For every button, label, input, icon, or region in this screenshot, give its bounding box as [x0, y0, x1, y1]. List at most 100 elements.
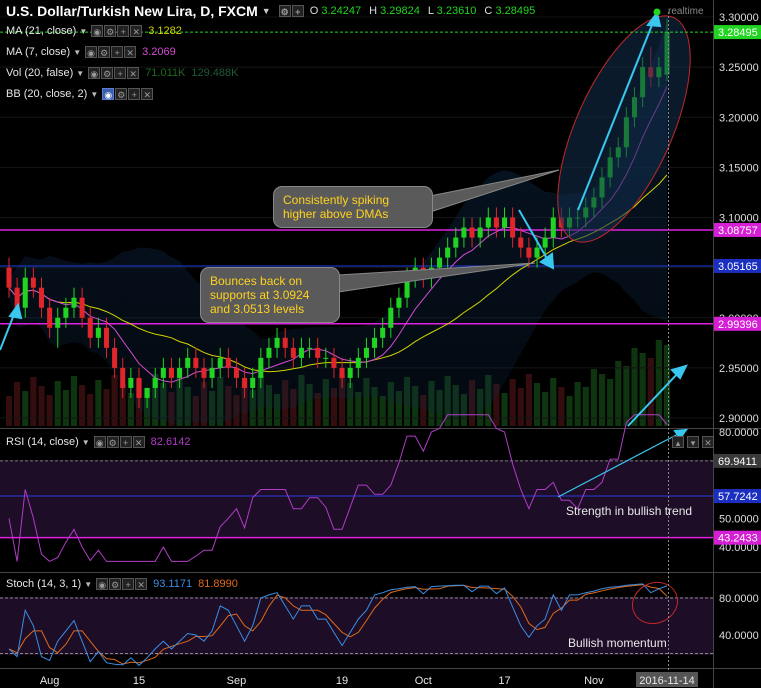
candle-body — [38, 287, 45, 308]
volume-bar — [550, 378, 557, 426]
price-level-label: 3.08757 — [718, 225, 758, 237]
volume-bar — [95, 380, 102, 426]
volume-bar — [46, 395, 53, 426]
arrow-up-icon[interactable]: ▴ — [672, 436, 684, 448]
price-tick-label: 3.20000 — [719, 112, 759, 124]
plus-icon[interactable]: + — [114, 67, 127, 79]
arrow-down-icon[interactable]: ▾ — [687, 436, 699, 448]
candle-body — [510, 217, 516, 238]
rsi-level-badge — [714, 489, 761, 504]
candle-body — [128, 377, 134, 388]
rsi-level-label: 57.7242 — [718, 491, 758, 503]
plus-icon[interactable]: + — [111, 46, 124, 58]
legend-bb[interactable]: BB (20, close, 2) ▼ ◉ ⚙ + ✕ — [6, 88, 159, 100]
candle-body — [274, 337, 280, 348]
eye-icon[interactable]: ◉ — [93, 436, 106, 448]
eye-icon[interactable]: ◉ — [88, 67, 101, 79]
chart-title[interactable]: U.S. Dollar/Turkish New Lira, D, FXCM — [6, 3, 258, 19]
arrow-spike — [577, 19, 655, 211]
volume-bar — [631, 348, 638, 426]
eye-icon[interactable]: ◉ — [96, 578, 109, 590]
eye-icon[interactable]: ◉ — [85, 46, 98, 58]
candle-body — [323, 357, 329, 359]
axes: 3.300003.250003.200003.150003.100003.050… — [40, 12, 761, 687]
gear-icon[interactable]: ⚙ — [278, 5, 291, 17]
ohlc-high: H 3.29824 — [369, 5, 420, 17]
stoch-tick-label: 40.0000 — [719, 630, 759, 642]
close-icon[interactable]: ✕ — [135, 578, 148, 590]
volume-bar — [509, 379, 516, 426]
close-icon[interactable]: ✕ — [141, 88, 154, 100]
close-icon[interactable]: ✕ — [132, 436, 145, 448]
volume-bar — [590, 369, 597, 426]
candle-body — [404, 277, 410, 298]
callout-bounce: Bounces back on supports at 3.0924 and 3… — [200, 267, 340, 323]
chevron-down-icon[interactable]: ▼ — [79, 26, 88, 36]
chevron-down-icon[interactable]: ▼ — [90, 89, 99, 99]
chevron-down-icon[interactable]: ▼ — [84, 579, 93, 589]
candle-body — [347, 367, 353, 378]
time-tick-label: Oct — [415, 675, 432, 687]
candle-body — [282, 337, 288, 348]
stoch-annotation: Bullish momentum — [568, 636, 667, 650]
legend-stoch[interactable]: Stoch (14, 3, 1) ▼ ◉ ⚙ + ✕ 93.1171 81.8990 — [6, 578, 238, 590]
rsi-level-label: 43.2433 — [718, 533, 758, 545]
arrow-dip — [518, 209, 550, 263]
legend-volume[interactable]: Vol (20, false) ▼ ◉ ⚙ + ✕ 71.011K 129.488K — [6, 67, 239, 79]
chevron-down-icon[interactable]: ▼ — [76, 68, 85, 78]
chevron-down-icon[interactable]: ▼ — [261, 6, 271, 16]
gear-icon[interactable]: ⚙ — [101, 67, 114, 79]
volume-bar — [38, 386, 45, 426]
candle-body — [363, 347, 369, 358]
volume-bar — [111, 375, 118, 426]
gear-icon[interactable]: ⚙ — [109, 578, 122, 590]
plus-icon[interactable]: + — [119, 436, 132, 448]
plus-icon[interactable]: + — [117, 25, 130, 37]
close-icon[interactable]: ✕ — [130, 25, 143, 37]
chevron-down-icon[interactable]: ▼ — [81, 437, 90, 447]
candle-body — [242, 377, 248, 388]
candle-body — [168, 367, 174, 378]
legend-ma21[interactable]: MA (21, close) ▼ ◉ ⚙ + ✕ 3.1282 — [6, 25, 182, 37]
gear-icon[interactable]: ⚙ — [104, 25, 117, 37]
close-icon[interactable]: ✕ — [127, 67, 140, 79]
realtime-dot — [653, 8, 661, 16]
eye-icon[interactable]: ◉ — [102, 88, 115, 100]
legend-rsi[interactable]: RSI (14, close) ▼ ◉ ⚙ + ✕ 82.6142 — [6, 436, 191, 448]
gear-icon[interactable]: ⚙ — [98, 46, 111, 58]
volume-bar — [639, 353, 646, 426]
volume-bar — [493, 384, 500, 426]
rsi-line — [8, 414, 668, 562]
rsi-band — [0, 460, 713, 538]
stoch-d-line — [8, 584, 668, 665]
candle-body — [315, 347, 321, 358]
ma7-line — [8, 86, 668, 383]
volume-bar — [542, 392, 549, 426]
legend-ma7[interactable]: MA (7, close) ▼ ◉ ⚙ + ✕ 3.2069 — [6, 46, 176, 58]
candle-body — [331, 357, 337, 368]
candle-body — [372, 337, 378, 348]
price-tick-label: 2.95000 — [719, 363, 759, 375]
plus-icon[interactable]: + — [122, 578, 135, 590]
candle-body — [120, 367, 126, 388]
eye-icon[interactable]: ◉ — [91, 25, 104, 37]
chevron-down-icon[interactable]: ▼ — [73, 47, 82, 57]
plus-icon[interactable]: + — [128, 88, 141, 100]
gear-icon[interactable]: ⚙ — [115, 88, 128, 100]
rsi-level-label: 69.9411 — [718, 456, 757, 468]
close-icon[interactable]: ✕ — [124, 46, 137, 58]
volume-bar — [347, 383, 354, 426]
bollinger-fill — [9, 22, 667, 426]
price-tick-label: 3.10000 — [719, 213, 759, 225]
volume-bar — [314, 393, 321, 426]
rsi-level-badge — [714, 530, 761, 545]
volume-bar — [273, 394, 281, 426]
candle-body — [290, 347, 296, 358]
plus-icon[interactable]: + — [291, 5, 304, 17]
gear-icon[interactable]: ⚙ — [106, 436, 119, 448]
volume-bar — [607, 379, 614, 426]
close-icon[interactable]: ✕ — [702, 436, 714, 448]
candle-body — [388, 307, 394, 328]
callout-spike: Consistently spiking higher above DMAs — [273, 186, 433, 228]
